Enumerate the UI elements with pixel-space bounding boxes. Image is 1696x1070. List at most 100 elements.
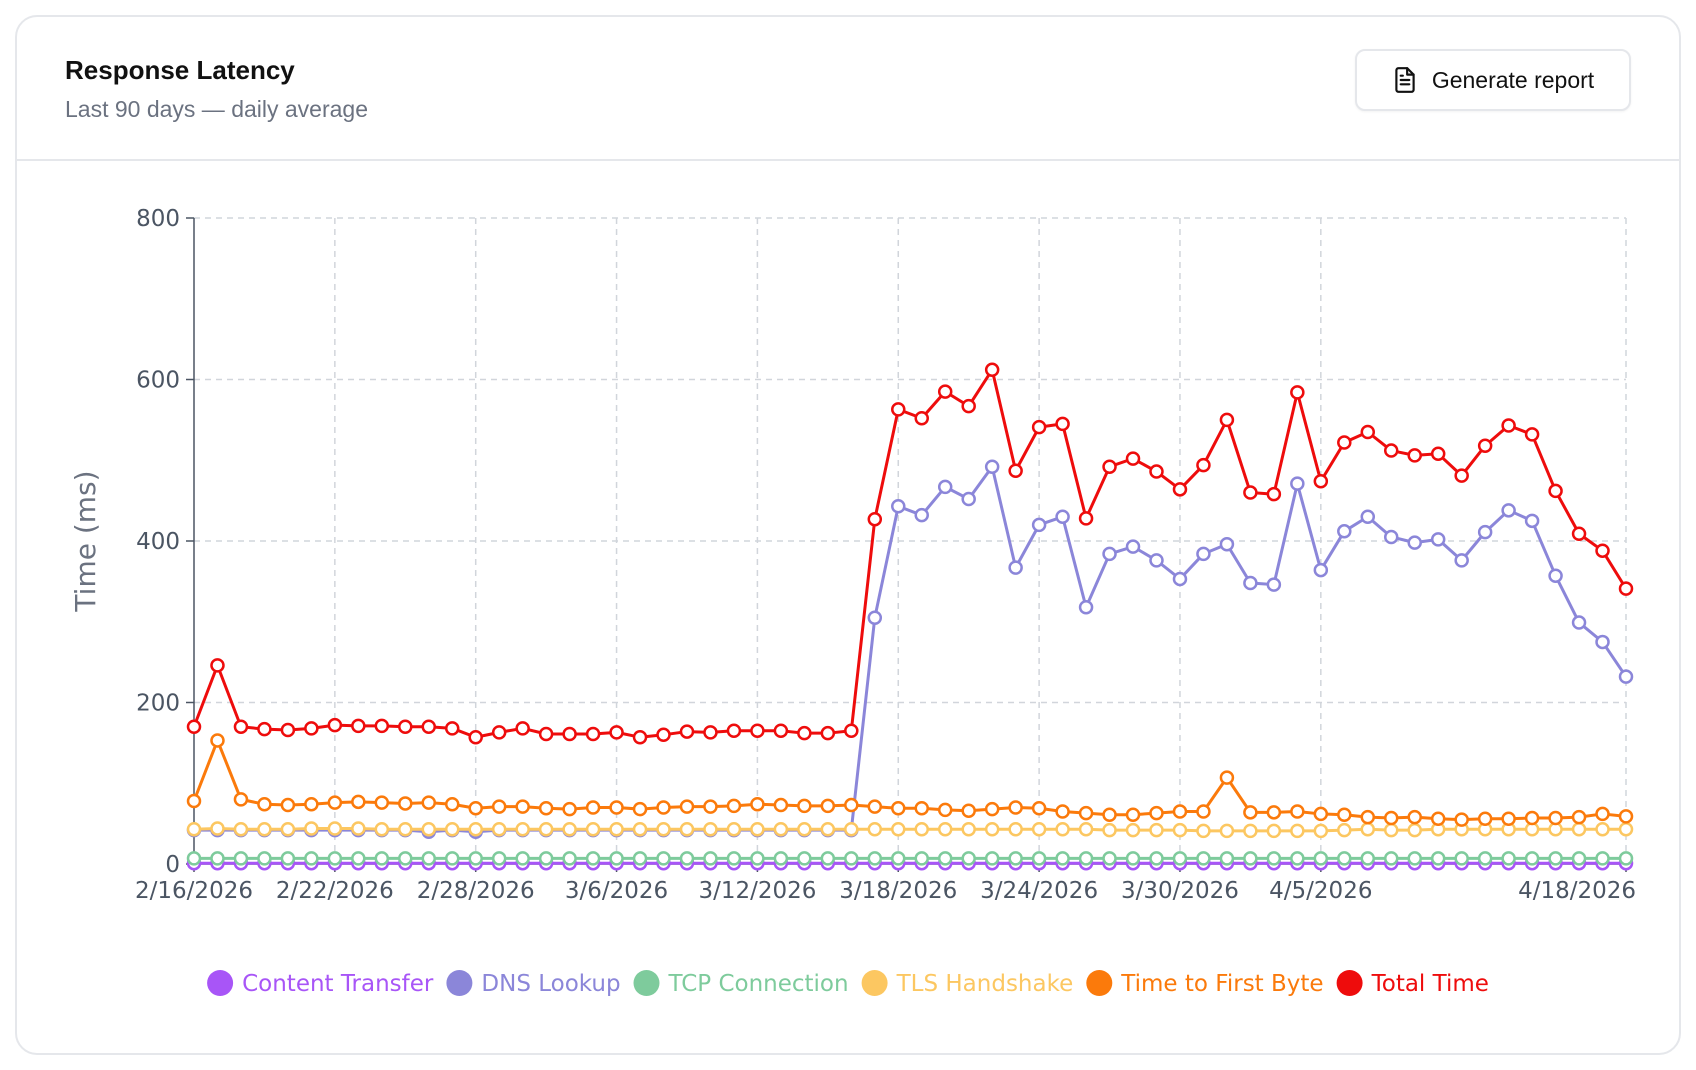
data-point (1196, 804, 1211, 819)
data-point (1548, 851, 1563, 866)
data-point (257, 851, 272, 866)
data-point (210, 851, 225, 866)
data-point (1383, 851, 1399, 866)
data-point (750, 822, 765, 837)
legend-label: Total Time (1371, 971, 1489, 997)
data-point (1477, 438, 1493, 453)
data-point (1102, 459, 1117, 474)
legend-item[interactable]: DNS Lookup (446, 970, 621, 997)
legend-item[interactable]: Total Time (1336, 970, 1489, 997)
data-point (797, 851, 812, 866)
data-point (656, 851, 671, 866)
data-point (703, 851, 718, 866)
data-point (1290, 823, 1305, 839)
data-point (679, 851, 695, 866)
data-point (186, 851, 202, 866)
data-point (562, 851, 577, 866)
data-point (186, 822, 202, 837)
data-point (1313, 851, 1329, 866)
data-point (1407, 851, 1422, 866)
data-point (609, 822, 624, 837)
y-axis-title: Time (ms) (69, 470, 102, 612)
data-point (726, 798, 742, 814)
data-point (1243, 805, 1258, 820)
data-point (1243, 485, 1258, 500)
data-point (1125, 822, 1141, 838)
series-line (192, 465, 1628, 834)
data-point (1501, 851, 1516, 866)
x-tick-label: 4/18/2026 (1518, 878, 1636, 904)
data-point (1360, 851, 1376, 866)
data-point (1524, 513, 1540, 529)
legend-item[interactable]: Content Transfer (207, 970, 434, 997)
data-point (1477, 851, 1493, 866)
data-point (351, 821, 366, 836)
data-point (1407, 448, 1422, 463)
data-point (937, 802, 953, 818)
legend-item[interactable]: TLS Handshake (861, 970, 1074, 997)
data-point (327, 851, 343, 866)
data-point (351, 794, 366, 810)
data-point (327, 821, 343, 836)
data-point (1595, 634, 1610, 650)
y-tick-label: 800 (136, 206, 180, 232)
data-point (398, 719, 413, 734)
data-point (1501, 503, 1516, 518)
data-point (1196, 457, 1211, 473)
data-point (327, 717, 343, 733)
data-point (1313, 562, 1329, 578)
data-point (961, 822, 976, 837)
data-point (1571, 615, 1587, 630)
data-point (1571, 822, 1587, 837)
data-point (1055, 509, 1070, 525)
data-point (1524, 427, 1540, 442)
data-point (351, 718, 366, 734)
data-point (656, 822, 671, 837)
data-point (562, 726, 577, 742)
data-point (280, 822, 296, 837)
data-point (1360, 509, 1376, 525)
data-point (1383, 443, 1399, 458)
legend-item[interactable]: Time to First Byte (1086, 970, 1324, 997)
data-point (1172, 571, 1188, 587)
data-point (1219, 412, 1235, 428)
data-point (726, 822, 742, 837)
data-point (1430, 811, 1446, 827)
data-point (1360, 809, 1376, 825)
data-point (1430, 851, 1446, 866)
data-point (421, 795, 437, 810)
data-point (1149, 851, 1164, 866)
data-point (1078, 822, 1094, 837)
generate-report-button[interactable]: Generate report (1355, 49, 1631, 111)
data-point (1266, 851, 1282, 866)
data-point (1337, 435, 1352, 450)
data-point (538, 801, 554, 816)
data-point (1125, 451, 1141, 466)
data-point (914, 822, 929, 837)
data-point (1219, 770, 1235, 785)
data-point (1055, 416, 1070, 432)
data-point (1125, 851, 1141, 866)
x-tick-label: 4/5/2026 (1269, 878, 1372, 904)
data-point (421, 822, 437, 837)
data-point (703, 822, 718, 837)
legend-item[interactable]: TCP Connection (633, 970, 849, 997)
data-point (632, 851, 648, 866)
y-tick-label: 400 (136, 529, 180, 555)
data-point (820, 851, 836, 866)
data-point (515, 721, 530, 736)
data-point (1008, 822, 1023, 837)
data-point (1196, 823, 1211, 839)
data-point (1055, 822, 1070, 837)
data-point (679, 799, 695, 814)
series-dns-lookup (186, 459, 1634, 839)
legend-label: TCP Connection (668, 971, 849, 997)
data-point (374, 851, 390, 866)
data-point (1290, 804, 1305, 819)
data-point (867, 610, 883, 625)
data-point (1313, 823, 1329, 839)
data-point (1266, 486, 1282, 502)
data-point (1031, 517, 1047, 533)
data-point (538, 851, 554, 866)
